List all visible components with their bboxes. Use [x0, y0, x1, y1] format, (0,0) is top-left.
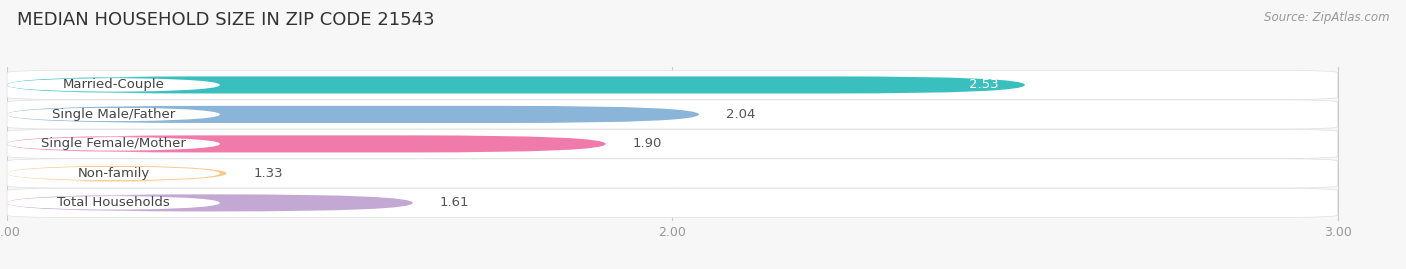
Text: Married-Couple: Married-Couple	[62, 79, 165, 91]
FancyBboxPatch shape	[7, 159, 1337, 188]
Text: MEDIAN HOUSEHOLD SIZE IN ZIP CODE 21543: MEDIAN HOUSEHOLD SIZE IN ZIP CODE 21543	[17, 11, 434, 29]
FancyBboxPatch shape	[7, 196, 219, 210]
Text: 1.33: 1.33	[253, 167, 283, 180]
FancyBboxPatch shape	[7, 194, 413, 211]
FancyBboxPatch shape	[7, 76, 1025, 94]
FancyBboxPatch shape	[7, 129, 1337, 158]
FancyBboxPatch shape	[7, 100, 1337, 129]
FancyBboxPatch shape	[7, 78, 219, 92]
FancyBboxPatch shape	[7, 188, 1337, 217]
Text: 1.61: 1.61	[440, 196, 470, 209]
Text: 2.53: 2.53	[969, 79, 998, 91]
Text: Single Male/Father: Single Male/Father	[52, 108, 176, 121]
FancyBboxPatch shape	[7, 165, 226, 182]
Text: Single Female/Mother: Single Female/Mother	[41, 137, 186, 150]
FancyBboxPatch shape	[7, 106, 699, 123]
Text: Non-family: Non-family	[77, 167, 149, 180]
FancyBboxPatch shape	[7, 107, 219, 122]
FancyBboxPatch shape	[7, 166, 219, 181]
Text: 2.04: 2.04	[725, 108, 755, 121]
Text: Total Households: Total Households	[58, 196, 170, 209]
Text: Source: ZipAtlas.com: Source: ZipAtlas.com	[1264, 11, 1389, 24]
FancyBboxPatch shape	[7, 137, 219, 151]
FancyBboxPatch shape	[7, 135, 606, 153]
Text: 1.90: 1.90	[633, 137, 662, 150]
FancyBboxPatch shape	[7, 70, 1337, 100]
